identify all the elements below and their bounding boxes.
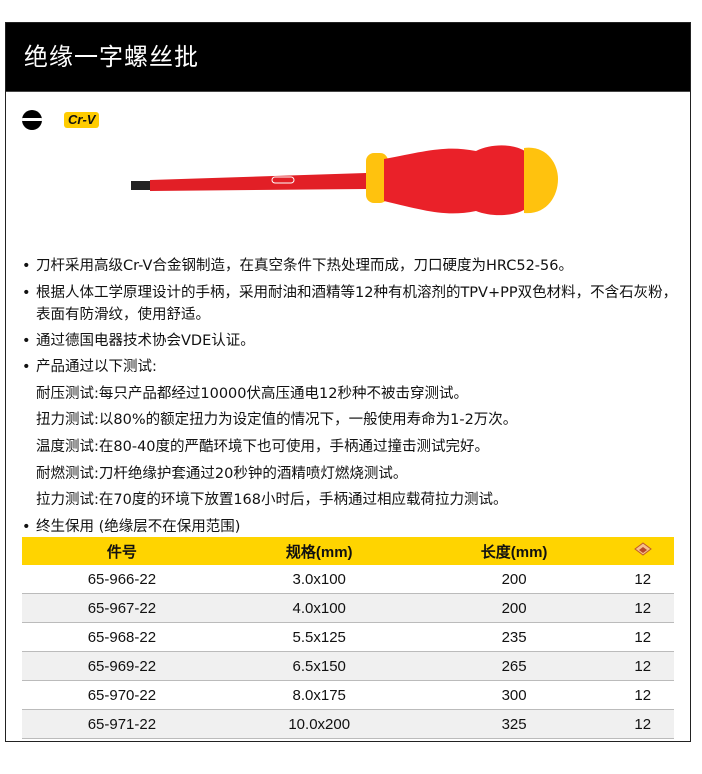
table-row: 65-970-22 8.0x175 300 12: [22, 680, 674, 710]
table-cell: 6.5x150: [221, 651, 417, 681]
bullet: 根据人体工学原理设计的手柄，采用耐油和酒精等12种有机溶剂的TPV+PP双色材料…: [20, 280, 680, 328]
table-row: 65-969-22 6.5x150 265 12: [22, 651, 674, 681]
table-cell: 5.5x125: [221, 622, 417, 652]
table-cell: 65-967-22: [22, 593, 222, 623]
table-cell: 200: [416, 593, 612, 623]
test-line: 温度测试:在80-40度的严酷环境下也可使用，手柄通过撞击测试完好。: [36, 438, 490, 455]
table-cell: 12: [611, 651, 674, 681]
table-cell: 12: [611, 565, 674, 594]
table-cell: 265: [416, 651, 612, 681]
table-cell: 4.0x100: [221, 593, 417, 623]
col-part-no: 件号: [22, 537, 222, 565]
table-cell: 3.0x100: [221, 565, 417, 594]
table-cell: 65-971-22: [22, 709, 222, 739]
table-cell: 12: [611, 593, 674, 623]
product-card: 绝缘一字螺丝批 Cr-V 刀杆采用高级Cr-V合金钢制造，在真空条件下热处理而成…: [5, 22, 691, 742]
header: 绝缘一字螺丝批: [6, 23, 690, 92]
bullet: 产品通过以下测试:: [20, 354, 680, 381]
table-cell: 12: [611, 680, 674, 710]
col-spec: 规格(mm): [221, 537, 417, 565]
table-cell: 300: [416, 680, 612, 710]
table-cell: 65-966-22: [22, 565, 222, 594]
table-cell: 200: [416, 565, 612, 594]
description: 刀杆采用高级Cr-V合金钢制造，在真空条件下热处理而成，刀口硬度为HRC52-5…: [20, 253, 680, 540]
table-row: 65-967-22 4.0x100 200 12: [22, 593, 674, 623]
test-line: 拉力测试:在70度的环境下放置168小时后，手柄通过相应载荷拉力测试。: [36, 492, 508, 509]
table-cell: 325: [416, 709, 612, 739]
slotted-tip-icon: [22, 110, 42, 130]
bullet: 通过德国电器技术协会VDE认证。: [20, 328, 680, 355]
table-cell: 12: [611, 622, 674, 652]
table-cell: 10.0x200: [221, 709, 417, 739]
warranty: 终生保用 (绝缘层不在保用范围): [20, 514, 680, 541]
test-line: 扭力测试:以80%的额定扭力为设定值的情况下，一般使用寿命为1-2万次。: [36, 412, 518, 429]
table-cell: 12: [611, 709, 674, 739]
test-line: 耐燃测试:刀杆绝缘护套通过20秒钟的酒精喷灯燃烧测试。: [36, 465, 408, 482]
table-row: 65-968-22 5.5x125 235 12: [22, 622, 674, 652]
box-icon: [633, 542, 652, 556]
table-row: 65-971-22 10.0x200 325 12: [22, 709, 674, 739]
test-line: 耐压测试:每只产品都经过10000伏高压通电12秒种不被击穿测试。: [36, 385, 468, 402]
bullet: 刀杆采用高级Cr-V合金钢制造，在真空条件下热处理而成，刀口硬度为HRC52-5…: [20, 253, 680, 280]
col-length: 长度(mm): [416, 537, 612, 565]
screwdriver-image: [131, 145, 558, 216]
col-pack: [611, 537, 674, 565]
page-title: 绝缘一字螺丝批: [24, 43, 199, 71]
table-cell: 65-969-22: [22, 651, 222, 681]
table-cell: 8.0x175: [221, 680, 417, 710]
table-cell: 65-968-22: [22, 622, 222, 652]
spec-table: 件号 规格(mm) 长度(mm) 65-966-22 3.0x100 200 12 65…: [22, 537, 674, 739]
table-cell: 235: [416, 622, 612, 652]
table-cell: 65-970-22: [22, 680, 222, 710]
crv-badge: Cr-V: [64, 112, 100, 128]
table-row: 65-966-22 3.0x100 200 12: [22, 565, 674, 594]
